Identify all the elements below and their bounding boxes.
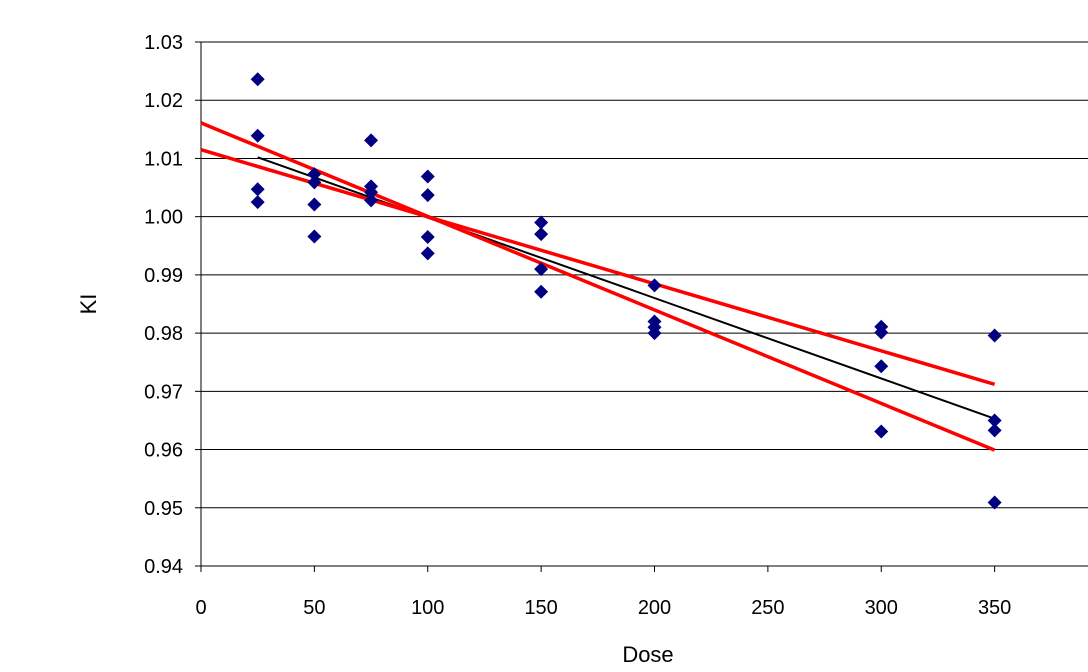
data-point [307, 197, 322, 212]
y-tick-label: 0.96 [144, 440, 183, 462]
y-tick-label: 0.97 [144, 381, 183, 403]
x-tick-label: 150 [524, 597, 557, 619]
y-tick-label: 0.94 [144, 556, 183, 578]
data-point [874, 424, 889, 439]
grid-lines [201, 41, 1088, 509]
data-point [307, 229, 322, 244]
y-tick-group: 0.94 0.95 0.96 0.97 0.98 0.99 1.00 1.01 1.02 1.03 [144, 32, 201, 578]
data-point [420, 230, 435, 245]
data-point [250, 182, 265, 197]
x-tick-group: 0501001502002503003504 [195, 566, 1011, 619]
x-tick-label: 50 [303, 597, 325, 619]
x-tick-label: 200 [638, 597, 671, 619]
data-point [987, 423, 1002, 438]
data-points [250, 72, 1002, 510]
data-point [987, 328, 1002, 343]
x-tick-label: 350 [978, 597, 1011, 619]
regression-line [257, 156, 995, 420]
data-point [534, 262, 549, 277]
data-point [364, 185, 379, 200]
data-point [534, 227, 549, 242]
data-point [874, 325, 889, 340]
data-point [250, 195, 265, 210]
x-tick-label: 100 [411, 597, 444, 619]
data-point [647, 278, 662, 293]
data-point [987, 495, 1002, 510]
fit-lines [200, 121, 996, 452]
data-point [307, 175, 322, 190]
y-tick-label: 1.00 [144, 207, 183, 229]
confidence-line [200, 121, 996, 452]
y-tick-label: 1.03 [144, 32, 183, 54]
data-point [420, 169, 435, 184]
x-axis-label: Dose [622, 642, 673, 667]
x-tick-label: 0 [195, 597, 206, 619]
data-point [534, 215, 549, 230]
data-point [534, 284, 549, 299]
x-tick-label: 250 [751, 597, 784, 619]
y-tick-label: 1.01 [144, 148, 183, 170]
data-point [420, 246, 435, 261]
x-tick-label: 300 [865, 597, 898, 619]
y-tick-label: 1.02 [144, 90, 183, 112]
data-point [307, 167, 322, 182]
y-axis-label: KI [76, 294, 101, 315]
y-tick-label: 0.95 [144, 498, 183, 520]
data-point [250, 128, 265, 143]
data-point [420, 188, 435, 203]
data-point [874, 359, 889, 374]
data-point [987, 413, 1002, 428]
y-tick-label: 0.98 [144, 323, 183, 345]
axes [200, 42, 1088, 567]
confidence-line [200, 148, 996, 387]
data-point [364, 193, 379, 208]
y-tick-label: 0.99 [144, 265, 183, 287]
data-point [250, 72, 265, 87]
data-point [647, 326, 662, 341]
data-point [364, 133, 379, 148]
